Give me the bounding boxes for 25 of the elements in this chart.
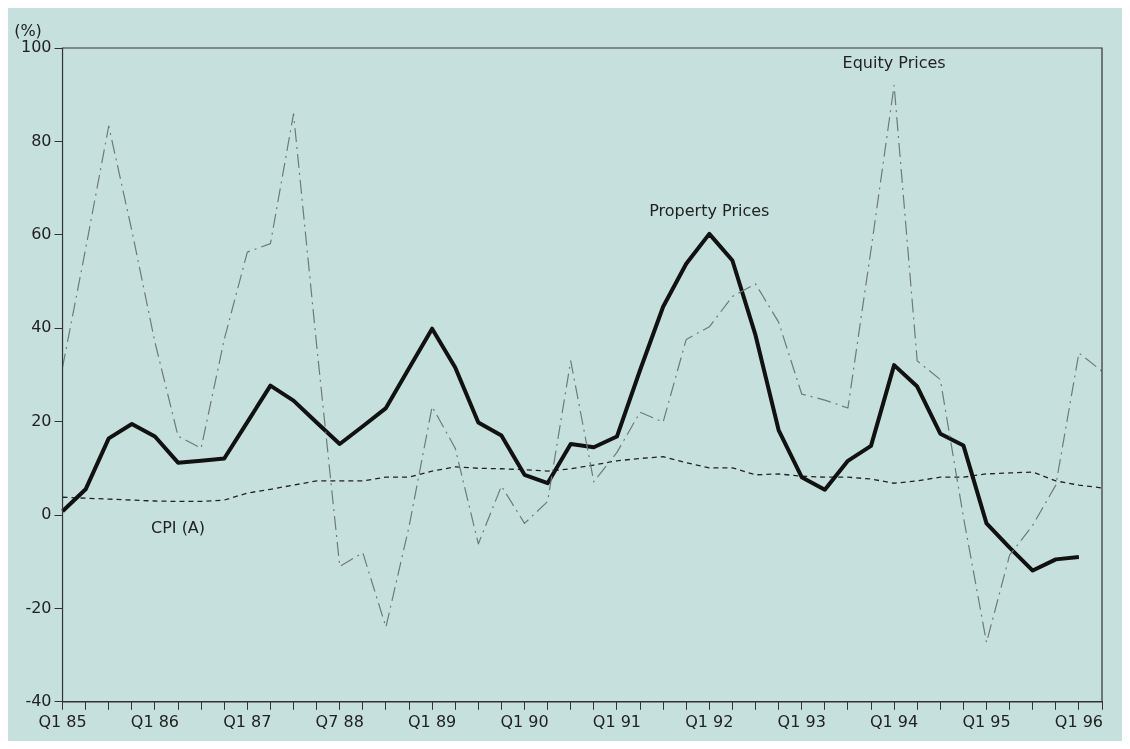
x-tick-label: Q1 96 <box>1054 711 1104 731</box>
series-label: Equity Prices <box>842 52 946 72</box>
x-tick-label: Q7 88 <box>315 711 364 731</box>
x-tick-label: Q1 89 <box>408 711 457 731</box>
x-tick-label: Q1 87 <box>223 711 272 731</box>
x-tick-label: Q1 93 <box>777 711 826 731</box>
x-tick-label: Q1 94 <box>870 711 919 731</box>
series-label: Property Prices <box>649 201 770 221</box>
line-series <box>61 84 1103 644</box>
x-tick-label: Q1 92 <box>685 711 734 731</box>
x-tick-label: Q1 90 <box>500 711 549 731</box>
x-tick-label: Q1 95 <box>962 711 1011 731</box>
y-tick-label: -20 <box>25 597 52 617</box>
y-tick-label: 0 <box>41 504 52 524</box>
y-axis-title: (%) <box>14 21 42 41</box>
line-series <box>61 455 1103 503</box>
x-tick-label: Q1 86 <box>130 711 180 731</box>
y-tick-label: 20 <box>31 410 52 430</box>
y-tick-label: 40 <box>31 317 52 337</box>
x-tick-label: Q1 91 <box>592 711 642 731</box>
y-tick-label: 60 <box>31 223 52 243</box>
y-tick-label: -40 <box>25 690 52 710</box>
x-tick-label: Q1 85 <box>38 711 87 731</box>
y-tick-label: 80 <box>31 130 52 150</box>
series-label: CPI (A) <box>151 518 206 538</box>
